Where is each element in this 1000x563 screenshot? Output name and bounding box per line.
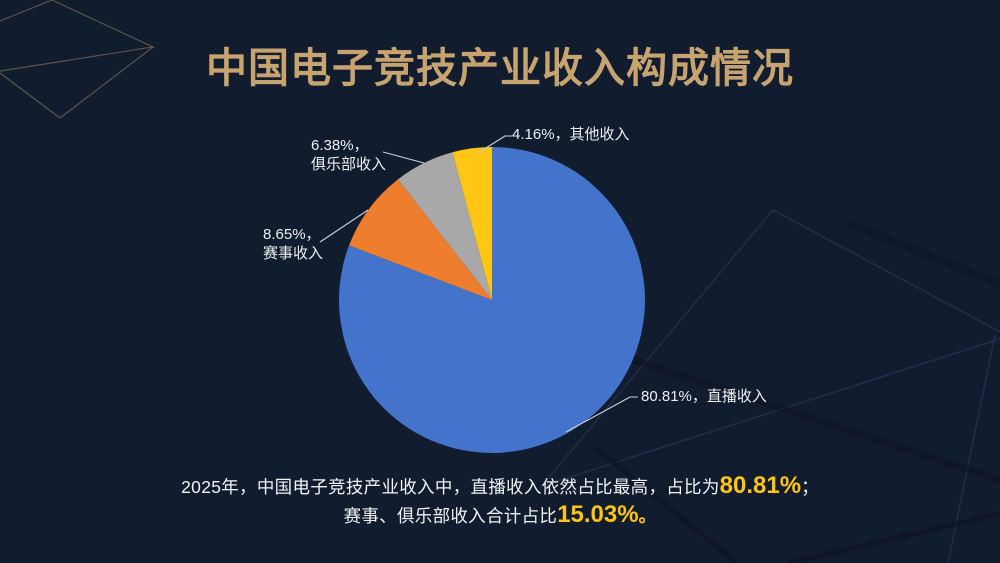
- pie-label-match: 8.65%， 赛事收入: [263, 226, 324, 262]
- pie-slices: [338, 147, 645, 453]
- pie-label-club: 6.38%， 俱乐部收入: [311, 137, 387, 173]
- caption-2-punct: 。: [638, 506, 657, 526]
- leader-line-other: [477, 135, 512, 154]
- leader-line-match: [319, 209, 369, 243]
- leader-lines: [319, 135, 638, 433]
- caption-2-text: 赛事、俱乐部收入合计占比: [343, 506, 558, 526]
- pie-label-other: 4.16%，其他收入: [512, 126, 630, 143]
- decor-dark-bands: [594, 220, 1000, 563]
- pie-label-live: 80.81%，直播收入: [641, 388, 767, 405]
- pie-slice-2: [349, 179, 492, 300]
- decor-gold-triangles: [0, 0, 156, 119]
- caption-1-highlight: 80.81%: [719, 472, 802, 499]
- pie-slice-4: [452, 147, 492, 300]
- caption-1-punct: ；: [801, 477, 819, 497]
- pie-slice-3: [397, 152, 492, 300]
- pie-slice-1: [338, 147, 645, 453]
- leader-line-club: [382, 151, 425, 164]
- caption-line-1: 2025年，中国电子竞技产业收入中，直播收入依然占比最高，占比为80.81%；: [0, 472, 1000, 500]
- caption-1-text: 2025年，中国电子竞技产业收入中，直播收入依然占比最高，占比为: [181, 477, 720, 497]
- leader-line-live: [565, 396, 638, 433]
- page-title: 中国电子竞技产业收入构成情况: [206, 45, 794, 91]
- caption-2-highlight: 15.03%: [557, 501, 639, 528]
- caption-line-2: 赛事、俱乐部收入合计占比15.03%。: [0, 501, 1000, 529]
